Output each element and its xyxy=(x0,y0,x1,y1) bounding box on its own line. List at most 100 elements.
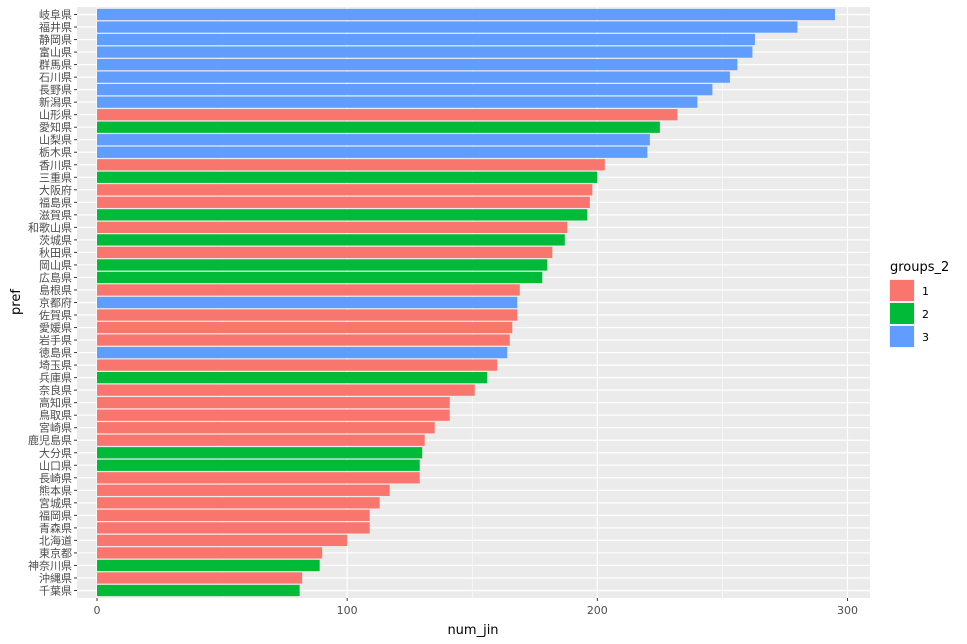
y-tick-label: 山形県 xyxy=(39,109,72,122)
legend: groups_2 1 2 3 xyxy=(889,260,949,348)
bar xyxy=(97,234,565,246)
y-tick-label: 高知県 xyxy=(39,396,72,410)
y-tick-label: 岡山県 xyxy=(39,259,72,272)
bar xyxy=(97,296,518,309)
x-tick-label: 0 xyxy=(94,604,101,617)
y-tick-label: 大阪府 xyxy=(39,183,72,197)
legend-label: 2 xyxy=(922,308,929,321)
bar xyxy=(97,321,513,334)
y-tick-label: 鳥取県 xyxy=(39,408,72,422)
y-tick-label: 熊本県 xyxy=(39,483,72,497)
x-axis-ticks: 0 100 200 300 xyxy=(94,598,858,617)
bar xyxy=(97,397,450,409)
bar xyxy=(97,509,370,521)
bar xyxy=(97,171,598,183)
bar xyxy=(97,409,450,421)
y-tick-label: 鹿児島県 xyxy=(28,433,72,447)
bar xyxy=(97,8,835,21)
bar xyxy=(97,109,678,121)
y-tick-label: 青森県 xyxy=(39,521,72,535)
y-tick-label: 兵庫県 xyxy=(39,371,72,385)
legend-label: 3 xyxy=(922,331,929,344)
y-tick-label: 埼玉県 xyxy=(39,358,72,372)
legend-swatch xyxy=(890,303,914,324)
bar xyxy=(97,84,713,96)
x-axis-title: num_jin xyxy=(447,623,498,638)
y-tick-label: 長崎県 xyxy=(39,471,72,485)
bar xyxy=(97,359,498,371)
bar xyxy=(97,246,553,259)
y-tick-label: 京都府 xyxy=(39,296,72,310)
y-axis-title: pref xyxy=(9,289,24,315)
legend-swatch xyxy=(890,326,914,347)
y-axis-ticks: 岐阜県福井県静岡県富山県群馬県石川県長野県新潟県山形県愛知県山梨県栃木県香川県三… xyxy=(28,9,77,597)
bar xyxy=(97,71,730,83)
bar xyxy=(97,346,508,359)
y-tick-label: 奈良県 xyxy=(39,383,72,397)
y-tick-label: 岐阜県 xyxy=(39,9,72,22)
bar xyxy=(97,58,738,71)
y-tick-label: 福島県 xyxy=(39,195,72,209)
y-tick-label: 愛媛県 xyxy=(39,321,72,335)
y-tick-label: 島根県 xyxy=(39,283,72,297)
bar xyxy=(97,284,520,296)
bar xyxy=(97,209,588,221)
legend-label: 1 xyxy=(922,285,929,298)
bar xyxy=(97,21,798,33)
y-tick-label: 和歌山県 xyxy=(28,220,72,234)
bar xyxy=(97,497,380,509)
bars xyxy=(97,8,835,597)
y-tick-label: 福井県 xyxy=(39,20,72,34)
bar xyxy=(97,259,548,271)
bar xyxy=(97,534,348,547)
bar xyxy=(97,134,650,146)
y-tick-label: 北海道 xyxy=(39,533,72,547)
y-tick-label: 広島県 xyxy=(39,270,72,284)
x-tick-label: 200 xyxy=(587,604,608,617)
bar xyxy=(97,572,303,584)
bar xyxy=(97,472,420,484)
bar xyxy=(97,33,755,46)
x-tick-label: 300 xyxy=(837,604,858,617)
y-tick-label: 山口県 xyxy=(39,459,72,472)
y-tick-label: 福岡県 xyxy=(39,508,72,522)
y-tick-label: 沖縄県 xyxy=(39,571,72,585)
y-tick-label: 茨城県 xyxy=(39,233,72,247)
y-tick-label: 静岡県 xyxy=(39,33,72,47)
bar xyxy=(97,146,648,158)
y-tick-label: 新潟県 xyxy=(39,95,72,109)
bar xyxy=(97,159,605,171)
legend-entries: 1 2 3 xyxy=(889,279,929,348)
bar xyxy=(97,271,543,284)
y-tick-label: 愛知県 xyxy=(39,120,72,134)
bar xyxy=(97,422,435,434)
y-tick-label: 長野県 xyxy=(39,84,72,97)
y-tick-label: 大分県 xyxy=(39,446,72,460)
y-tick-label: 岩手県 xyxy=(39,333,72,347)
bar xyxy=(97,184,593,196)
bar xyxy=(97,522,370,534)
bar xyxy=(97,46,753,58)
y-tick-label: 三重県 xyxy=(39,170,72,184)
bar xyxy=(97,384,475,396)
y-tick-label: 宮崎県 xyxy=(39,421,72,435)
bar xyxy=(97,371,488,384)
y-tick-label: 徳島県 xyxy=(39,346,72,360)
legend-title: groups_2 xyxy=(890,260,949,275)
y-tick-label: 千葉県 xyxy=(39,583,72,597)
y-tick-label: 宮城県 xyxy=(39,496,72,510)
y-tick-label: 秋田県 xyxy=(39,245,72,259)
y-tick-label: 東京都 xyxy=(39,546,72,560)
y-tick-label: 佐賀県 xyxy=(39,308,72,322)
y-tick-label: 栃木県 xyxy=(39,145,72,159)
y-tick-label: 石川県 xyxy=(39,71,72,84)
bar xyxy=(97,121,660,133)
bar xyxy=(97,434,425,446)
x-tick-label: 100 xyxy=(337,604,358,617)
y-tick-label: 神奈川県 xyxy=(28,558,72,572)
y-tick-label: 山梨県 xyxy=(39,133,72,147)
bar xyxy=(97,309,518,321)
bar xyxy=(97,584,300,597)
bar xyxy=(97,334,510,346)
